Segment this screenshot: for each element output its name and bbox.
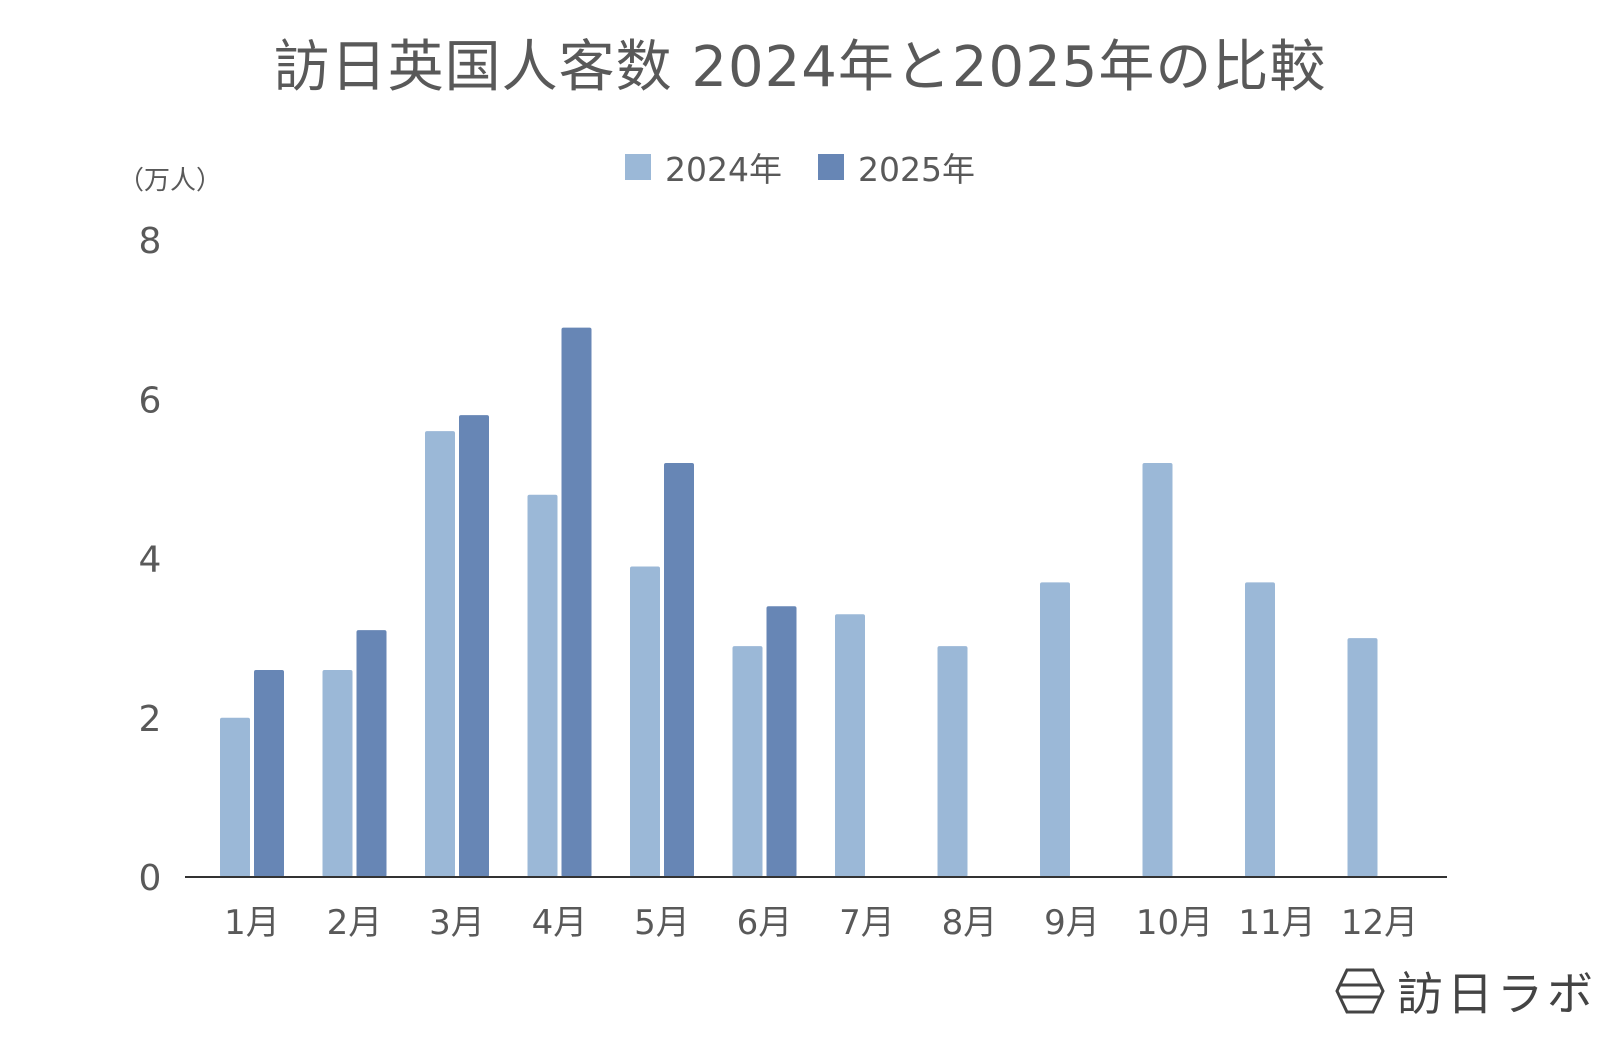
legend-swatch-2024 xyxy=(625,154,652,180)
x-tick-label: 3月 xyxy=(429,903,485,943)
x-tick-label: 9月 xyxy=(1044,903,1100,943)
legend-item-2024: 2024年 xyxy=(625,143,782,191)
y-tick-label: 0 xyxy=(139,858,162,899)
brand-logo: 訪日ラボ xyxy=(1335,958,1597,1024)
y-tick-label: 8 xyxy=(139,221,162,262)
bar-2024-10 xyxy=(1142,462,1173,877)
bar-2025-1 xyxy=(254,669,284,877)
legend-label-2024: 2024年 xyxy=(665,150,782,189)
x-tick-label: 2月 xyxy=(327,903,383,943)
bar-2024-2 xyxy=(322,669,353,877)
x-tick-label: 12月 xyxy=(1341,903,1418,943)
bar-2024-12 xyxy=(1347,638,1378,877)
x-tick-label: 6月 xyxy=(737,903,793,943)
bar-2024-6 xyxy=(732,646,763,877)
legend: 2024年 2025年 xyxy=(0,143,1600,191)
y-tick-label: 6 xyxy=(139,380,162,421)
chart-title: 訪日英国人客数 2024年と2025年の比較 xyxy=(273,35,1327,100)
bar-2025-3 xyxy=(459,415,489,877)
bar-2025-6 xyxy=(766,606,797,877)
x-tick-label: 5月 xyxy=(634,903,690,943)
bar-2024-1 xyxy=(220,717,250,877)
bar-2024-9 xyxy=(1040,582,1070,877)
brand-logo-text: 訪日ラボ xyxy=(1397,967,1597,1021)
bar-2024-4 xyxy=(527,494,558,877)
y-tick-label: 2 xyxy=(139,699,162,740)
legend-label-2025: 2025年 xyxy=(858,150,975,189)
x-tick-label: 4月 xyxy=(532,903,588,943)
x-tick-label: 11月 xyxy=(1238,903,1315,943)
x-tick-label: 1月 xyxy=(224,903,280,943)
bar-2024-8 xyxy=(937,646,968,877)
bar-2024-7 xyxy=(835,614,865,877)
x-tick-label: 7月 xyxy=(839,903,895,943)
y-tick-label: 4 xyxy=(139,540,162,581)
y-axis-unit-label: （万人） xyxy=(118,166,223,196)
bar-2025-4 xyxy=(561,327,592,877)
bar-2025-2 xyxy=(356,630,387,877)
bar-2024-3 xyxy=(425,431,455,877)
legend-swatch-2025 xyxy=(818,154,844,180)
x-tick-label: 8月 xyxy=(942,903,998,943)
legend-item-2025: 2025年 xyxy=(818,143,975,191)
bar-2024-11 xyxy=(1245,582,1275,877)
bar-2025-5 xyxy=(664,462,694,877)
hexagon-logo-icon xyxy=(1335,968,1385,1014)
x-tick-label: 10月 xyxy=(1136,903,1213,943)
bar-2024-5 xyxy=(630,566,660,877)
